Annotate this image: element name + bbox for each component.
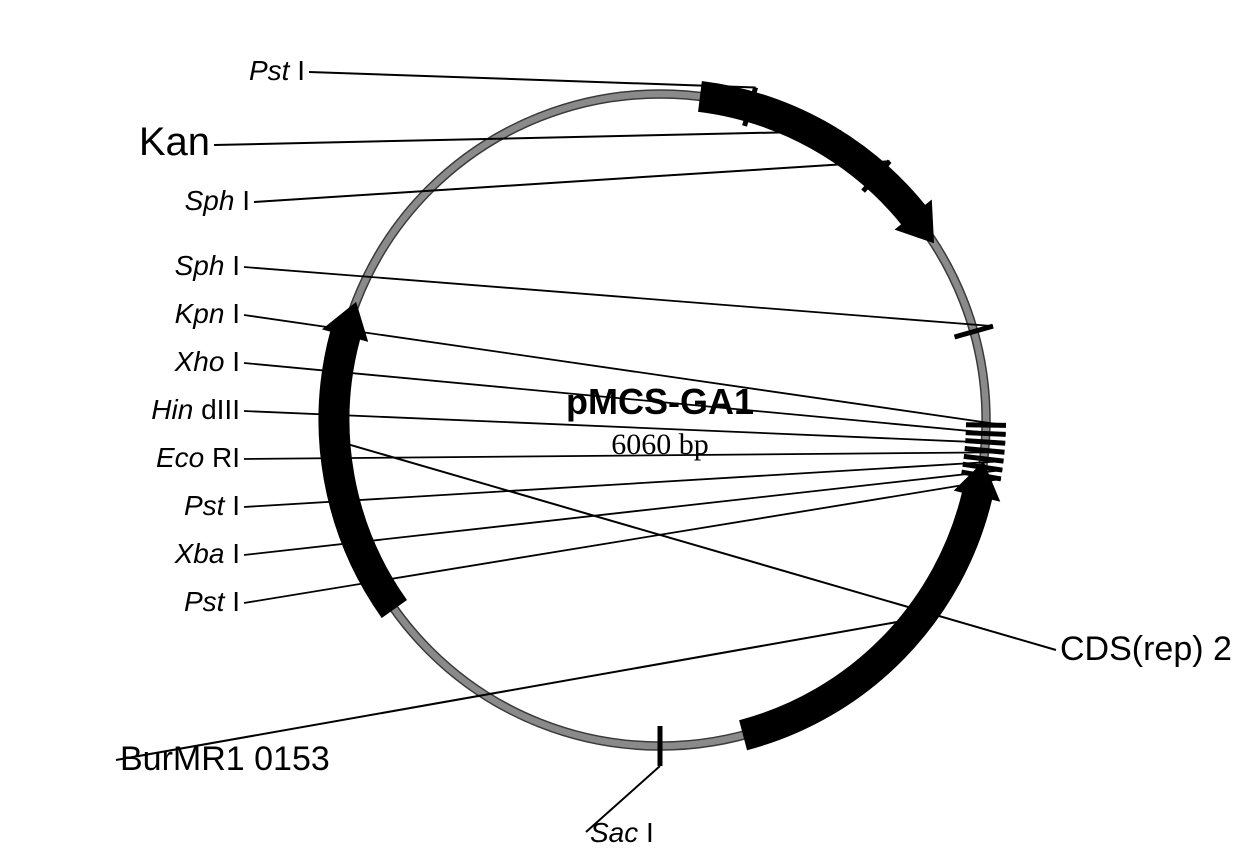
- feature-arrow-kan: [699, 82, 934, 243]
- feature-leader: [116, 614, 940, 760]
- site-label: Sph I: [185, 185, 250, 216]
- feature-arrow-cds: [319, 303, 406, 618]
- site-leader: [309, 72, 756, 87]
- feature-arrow-bur: [740, 462, 1000, 749]
- restriction-tick: [963, 464, 1003, 470]
- feature-label: Kan: [139, 120, 210, 164]
- site-leader: [244, 461, 1004, 507]
- site-label: Sac I: [590, 817, 654, 848]
- restriction-tick: [964, 456, 1004, 461]
- site-label: Pst I: [184, 586, 240, 617]
- site-label: Pst I: [184, 490, 240, 521]
- site-label: Eco RI: [156, 442, 240, 473]
- feature-leader: [214, 131, 841, 145]
- site-label: Xba I: [174, 538, 240, 569]
- site-label: Kpn I: [175, 298, 240, 329]
- site-label: Sph I: [175, 250, 240, 281]
- plasmid-map: pMCS-GA16060 bpKanBurMR1 0153CDS(rep) 2P…: [0, 0, 1240, 860]
- site-label: Hin dIII: [151, 394, 240, 425]
- site-label: Pst I: [249, 55, 305, 86]
- site-leader: [244, 363, 1006, 434]
- feature-label: BurMR1 0153: [120, 740, 330, 778]
- feature-label: CDS(rep) 2: [1060, 630, 1232, 668]
- site-leader: [254, 161, 890, 202]
- site-label: Xho I: [174, 346, 240, 377]
